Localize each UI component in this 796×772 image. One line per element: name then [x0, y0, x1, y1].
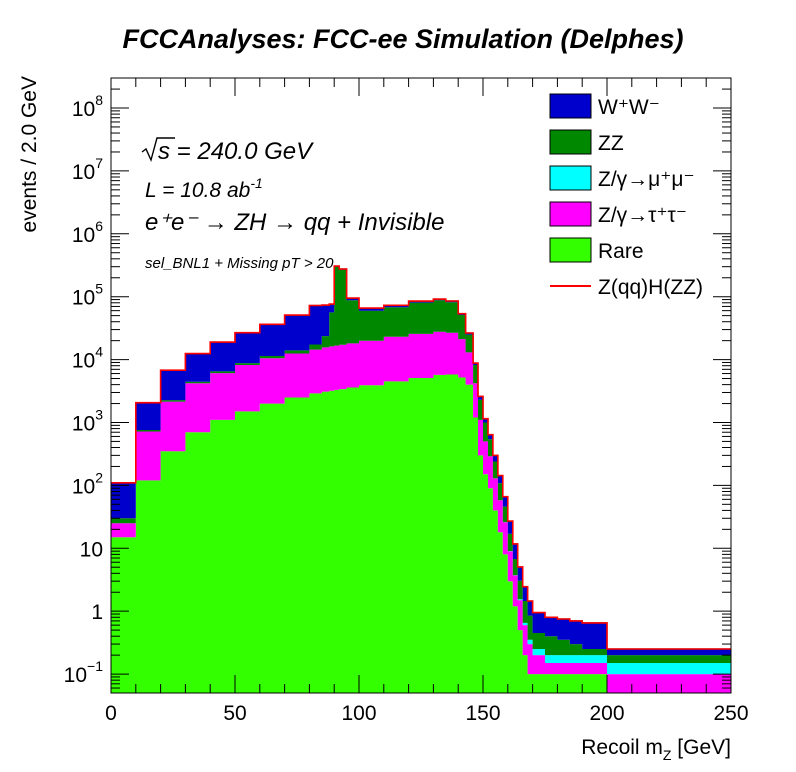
legend: W⁺W⁻ ZZ Z/γ→μ⁺μ⁻ Z/γ→τ⁺τ⁻ Rare Z(qq)H(ZZ): [549, 93, 703, 299]
x-axis-title: Recoil mZ [GeV]: [581, 736, 731, 763]
legend-label: W⁺W⁻: [598, 96, 660, 119]
y-tick-label: 107: [72, 155, 103, 184]
annotations: s = 240.0 GeV L = 10.8 ab-1 e⁺e⁻ → ZH → qq…: [141, 137, 444, 272]
y-tick-label: 10−1: [64, 658, 104, 687]
y-tick-label: 103: [72, 406, 103, 435]
y-tick-label: 108: [72, 92, 103, 121]
legend-swatch: [549, 165, 592, 191]
y-tick-label: 10: [80, 538, 103, 561]
annotation-process: e⁺e⁻ → ZH → qq + Invisible: [145, 209, 444, 236]
plot-area: [111, 265, 731, 693]
x-tick-label: 0: [105, 702, 117, 725]
y-tick-label: 106: [72, 218, 103, 247]
legend-label: Z(qq)H(ZZ): [598, 276, 703, 299]
y-axis-title: events / 2.0 GeV: [18, 76, 41, 232]
y-tick-label: 105: [72, 281, 103, 310]
legend-item-zz: ZZ: [549, 129, 624, 155]
legend-label: Z/γ→τ⁺τ⁻: [598, 204, 687, 227]
x-tick-label: 100: [341, 702, 376, 725]
y-tick-label: 102: [72, 469, 103, 498]
series-zqq-hzz-line: [111, 265, 731, 650]
legend-label: Rare: [598, 240, 644, 263]
legend-item-w-w: W⁺W⁻: [549, 93, 660, 119]
axes: 0 50 100 150 200 250 10−1 1 10 102 103 104 105 106 107…: [64, 77, 749, 725]
plot-frame: [110, 77, 732, 694]
x-tick-label: 50: [223, 702, 246, 725]
x-tick-label: 200: [589, 702, 624, 725]
y-tick-label: 104: [72, 344, 103, 373]
legend-item-z: Z/γ→μ⁺μ⁻: [549, 165, 695, 191]
legend-item-rare: Rare: [549, 237, 644, 263]
legend-swatch: [549, 237, 592, 263]
series-rare-area: [111, 374, 731, 693]
chart-title: FCCAnalyses: FCC-ee Simulation (Delphes): [122, 24, 683, 54]
x-tick-label: 150: [465, 702, 500, 725]
annotation-selection: sel_BNL1 + Missing pT > 20: [145, 255, 334, 272]
legend-swatch: [549, 129, 592, 155]
frame-border: [110, 77, 732, 694]
legend-item-z-qq-h-zz: Z(qq)H(ZZ): [550, 276, 703, 299]
legend-label: ZZ: [598, 132, 624, 155]
annotation-lumi: L = 10.8 ab-1: [145, 175, 263, 202]
legend-label: Z/γ→μ⁺μ⁻: [598, 168, 695, 191]
legend-swatch: [549, 93, 592, 119]
annotation-sqrt-s: s = 240.0 GeV: [158, 138, 314, 165]
y-tick-label: 1: [91, 601, 103, 624]
legend-swatch: [549, 201, 592, 227]
legend-item-z: Z/γ→τ⁺τ⁻: [549, 201, 687, 227]
x-tick-label: 250: [713, 702, 748, 725]
sqrt-symbol: [141, 137, 175, 163]
